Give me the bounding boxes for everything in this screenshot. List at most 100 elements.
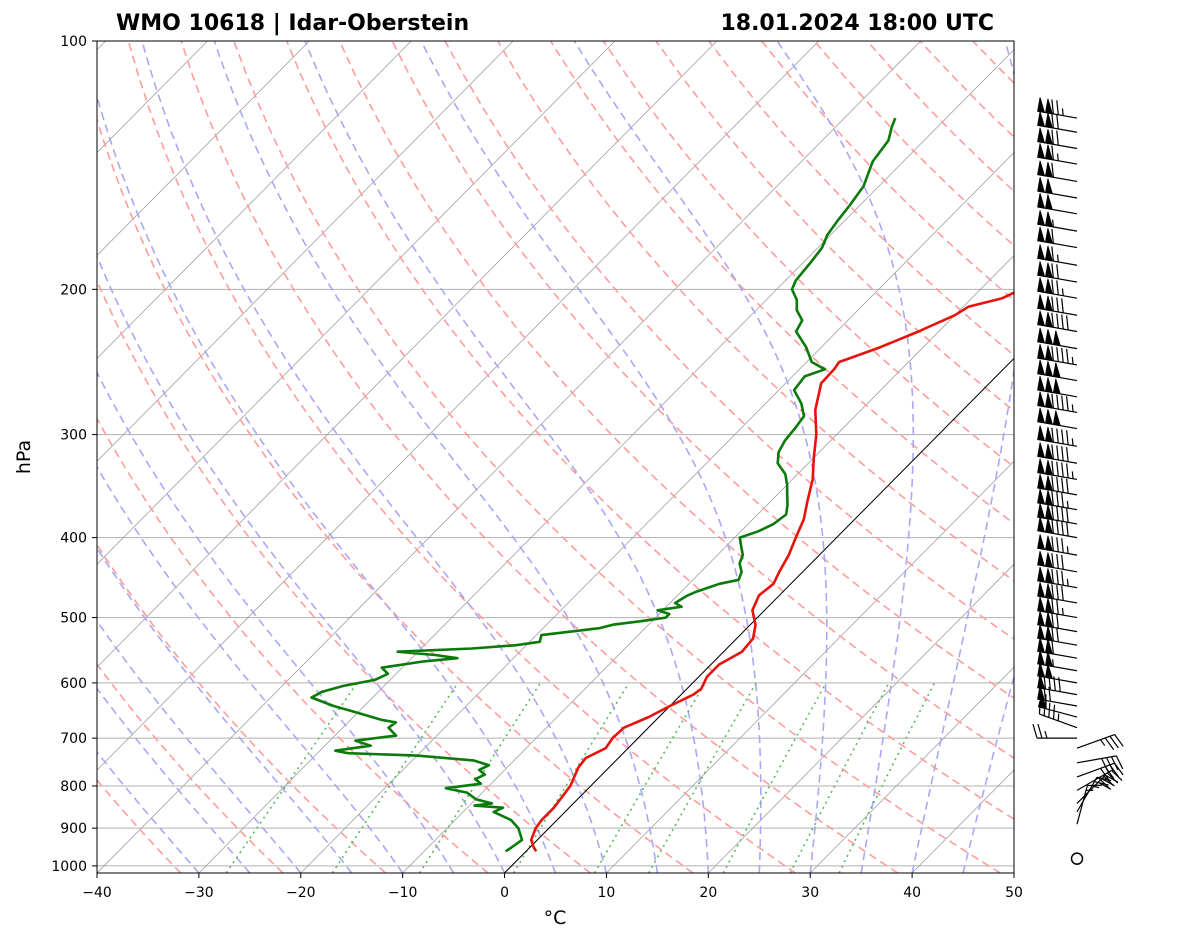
- mixing-ratio-line: [331, 682, 459, 873]
- y-tick-label: 200: [60, 282, 87, 298]
- zero-degree-isotherm: [504, 357, 1014, 873]
- dry-adiabat: [338, 41, 1014, 760]
- moist-adiabats: [97, 41, 1014, 873]
- wind-barb: [1037, 210, 1078, 232]
- wind-barb: [1037, 391, 1078, 414]
- dry-adiabat: [655, 41, 1014, 412]
- dry-adiabat: [391, 41, 1014, 700]
- dry-adiabat: [444, 41, 1014, 641]
- mixing-ratio-line: [512, 682, 630, 873]
- isotherm-line: [300, 152, 1014, 873]
- wind-barb: [1037, 344, 1078, 366]
- wind-barb: [1076, 733, 1124, 751]
- wind-barb: [1037, 143, 1078, 165]
- wind-barb: [1037, 425, 1078, 447]
- wind-barb: [1037, 111, 1078, 133]
- mixing-ratio-line: [225, 682, 358, 873]
- x-tick-label: −20: [286, 885, 316, 901]
- wind-barb: [1037, 244, 1078, 266]
- wind-barb: [1037, 624, 1078, 646]
- wind-barb: [1037, 261, 1078, 283]
- wind-barb: [1037, 97, 1078, 119]
- y-tick-label: 400: [60, 531, 87, 547]
- x-tick-label: 20: [699, 885, 717, 901]
- mixing-ratio-line: [789, 682, 890, 873]
- y-tick-label: 1000: [51, 859, 87, 875]
- isotherm-line: [97, 41, 310, 257]
- dry-adiabat: [497, 41, 1014, 582]
- wind-barb: [1037, 226, 1078, 249]
- isotherm-line: [97, 41, 514, 462]
- moist-adiabat: [213, 41, 659, 873]
- x-axis-label: °C: [544, 907, 567, 929]
- wind-barb: [1076, 755, 1124, 772]
- wind-barb: [1037, 277, 1078, 299]
- x-tick-label: 40: [903, 885, 921, 901]
- dry-adiabat: [127, 41, 796, 873]
- mixing-ratio-line: [593, 682, 706, 873]
- wind-barb: [1037, 550, 1078, 573]
- moist-adiabat: [97, 93, 557, 873]
- wind-barb: [1037, 294, 1078, 316]
- wind-barb: [1037, 582, 1078, 604]
- moist-adiabat: [97, 546, 353, 873]
- moist-adiabat: [97, 370, 455, 873]
- wind-barb: [1037, 310, 1078, 333]
- y-tick-label: 800: [60, 779, 87, 795]
- moist-adiabat: [776, 41, 915, 873]
- wind-barb: [1037, 375, 1078, 398]
- wind-barb: [1037, 458, 1078, 481]
- wind-barbs: [1032, 97, 1124, 865]
- wind-barb: [1037, 127, 1078, 150]
- isotherm-line: [97, 41, 820, 771]
- mixing-ratio-line: [838, 682, 936, 873]
- plot-area: [97, 41, 1014, 873]
- wind-barb: [1037, 637, 1078, 659]
- dry-adiabat: [97, 778, 182, 873]
- wind-barb: [1037, 566, 1078, 589]
- x-tick-label: 30: [801, 885, 819, 901]
- x-tick-label: −10: [388, 885, 418, 901]
- wind-barb: [1037, 192, 1078, 215]
- dry-adiabat: [180, 41, 899, 873]
- pressure-axis: 1000 900 800 700 600 500 400 300 200 100: [51, 34, 97, 875]
- wind-barb: [1037, 596, 1078, 619]
- isotherm-line: [97, 41, 921, 873]
- plot-frame: [96, 40, 1015, 874]
- moist-adiabat: [304, 41, 710, 873]
- moist-adiabat: [97, 254, 506, 873]
- isotherm-line: [198, 49, 1014, 873]
- dry-adiabat: [233, 41, 1001, 873]
- wind-barb: [1037, 649, 1078, 672]
- wind-barb: [1037, 534, 1078, 556]
- isotherm-line: [606, 460, 1014, 873]
- isotherm-line: [708, 563, 1014, 873]
- mixing-ratio-lines: [225, 682, 936, 873]
- wind-barb: [1076, 762, 1124, 781]
- isotherm-line: [809, 666, 1014, 873]
- y-tick-label: 700: [60, 731, 87, 747]
- y-tick-label: 300: [60, 428, 87, 444]
- isotherm-line: [97, 41, 412, 359]
- wind-barb: [1037, 359, 1078, 382]
- y-tick-label: 500: [60, 611, 87, 627]
- wind-barb: [1037, 662, 1078, 684]
- isotherm-line: [97, 41, 718, 668]
- moist-adiabat: [573, 41, 828, 873]
- dry-adiabats: [97, 41, 1014, 873]
- wind-barb: [1037, 160, 1078, 183]
- y-tick-label: 900: [60, 821, 87, 837]
- wind-barb: [1070, 852, 1084, 865]
- wind-barb: [1032, 723, 1077, 739]
- y-tick-label: 100: [60, 34, 87, 50]
- moist-adiabat: [141, 41, 608, 873]
- dry-adiabat: [97, 662, 284, 873]
- moist-adiabat: [420, 41, 762, 873]
- wind-barb: [1037, 177, 1078, 199]
- wind-barb: [1037, 474, 1078, 496]
- dry-adiabat: [97, 117, 694, 873]
- wind-barb: [1037, 693, 1078, 718]
- temperature-axis: −40 −30 −20 −10 0 10 20 30 40 50: [82, 873, 1023, 901]
